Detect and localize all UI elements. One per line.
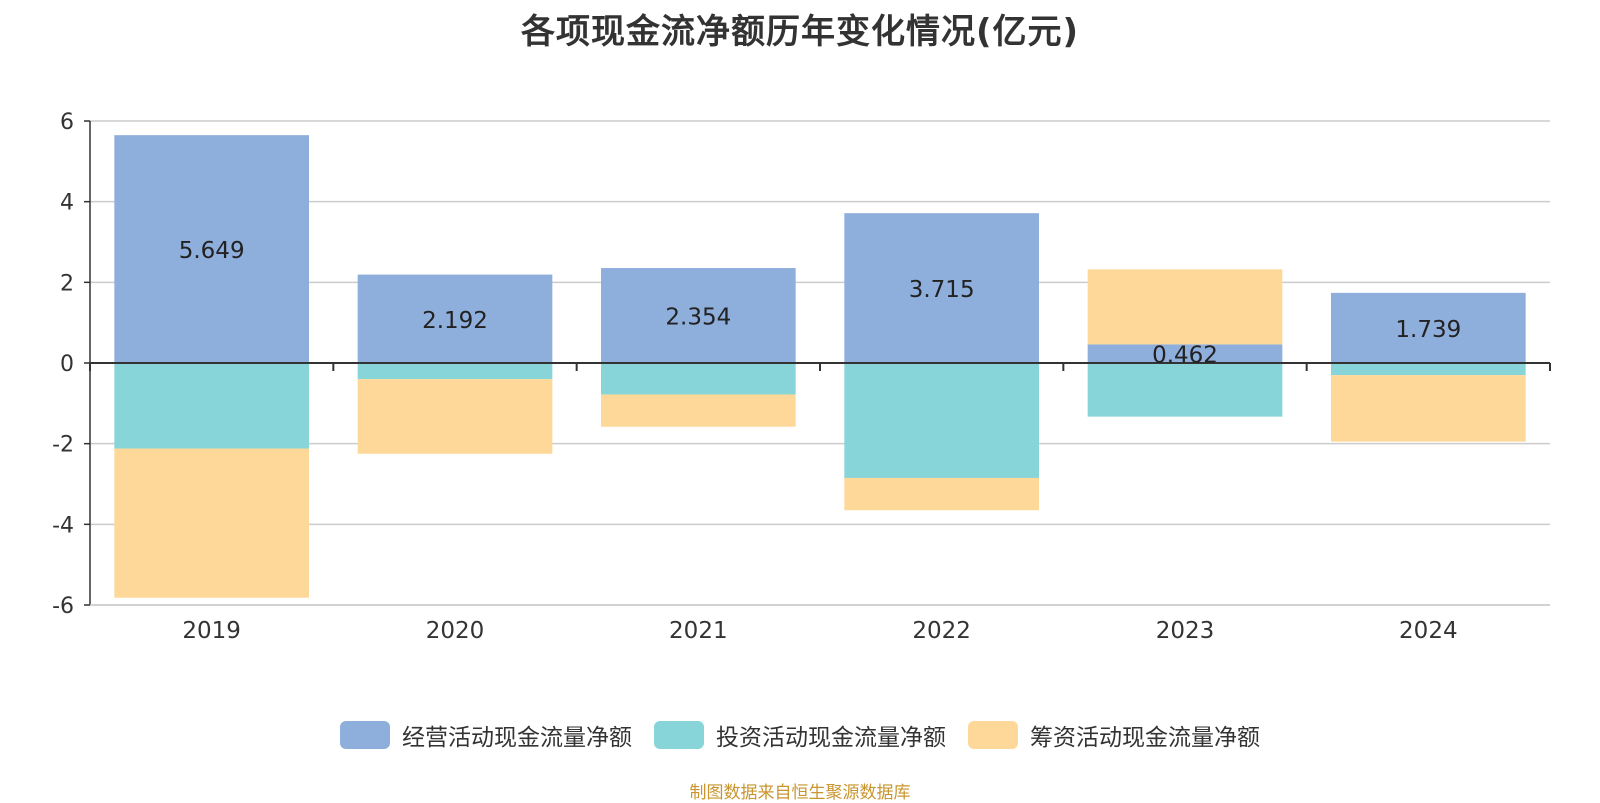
bar-investing-2024 <box>1331 363 1526 376</box>
x-tick-label: 2020 <box>426 618 485 644</box>
bar-financing-2021 <box>601 394 796 427</box>
bar-investing-2019 <box>114 363 309 449</box>
legend-item-operating[interactable]: 经营活动现金流量净额 <box>340 718 632 752</box>
y-tick-label: -2 <box>52 433 74 458</box>
bar-operating-2024 <box>1331 292 1526 363</box>
legend-swatch-investing <box>654 721 704 749</box>
bar-operating-2022 <box>844 213 1039 363</box>
bar-investing-2022 <box>844 363 1039 478</box>
data-label: 2.354 <box>665 305 731 331</box>
bar-operating-2021 <box>601 268 796 363</box>
bar-financing-2019 <box>114 448 309 598</box>
bar-financing-2020 <box>357 379 553 454</box>
legend-swatch-operating <box>340 721 390 749</box>
data-source-note: 制图数据来自恒生聚源数据库 <box>689 783 911 803</box>
bar-operating-2020 <box>357 274 553 363</box>
y-tick-label: 6 <box>60 110 74 135</box>
y-tick-label: -4 <box>52 513 74 538</box>
legend-label-investing: 投资活动现金流量净额 <box>716 725 946 751</box>
x-tick-label: 2021 <box>669 618 728 644</box>
data-label: 3.715 <box>909 277 975 303</box>
bar-operating-2019 <box>114 135 309 363</box>
data-label: 2.192 <box>422 308 488 334</box>
y-tick-label: 0 <box>60 352 74 377</box>
bar-operating-2023 <box>1087 344 1283 363</box>
x-tick-label: 2019 <box>182 618 241 644</box>
bar-financing-2022 <box>844 477 1039 511</box>
bar-investing-2020 <box>357 363 553 380</box>
bar-chart: 6 4 2 0 -2 -4 -6 2019 2020 2021 2022 2023 2024 5.649 2… <box>52 110 1551 644</box>
bar-investing-2023 <box>1087 363 1283 417</box>
legend-item-financing[interactable]: 筹资活动现金流量净额 <box>968 718 1260 752</box>
y-tick-label: -6 <box>52 594 74 619</box>
legend-swatch-financing <box>968 721 1018 749</box>
data-label: 0.462 <box>1152 343 1218 369</box>
data-label: 1.739 <box>1395 317 1461 343</box>
y-tick-label: 4 <box>60 191 74 216</box>
legend-label-operating: 经营活动现金流量净额 <box>402 725 632 751</box>
y-tick-label: 2 <box>60 271 74 296</box>
bar-investing-2021 <box>601 363 796 395</box>
data-label: 5.649 <box>179 238 245 264</box>
x-tick-label: 2024 <box>1399 618 1458 644</box>
chart-title: 各项现金流净额历年变化情况(亿元) <box>520 12 1080 52</box>
bar-financing-2023 <box>1087 269 1283 345</box>
bar-financing-2024 <box>1331 375 1526 442</box>
x-tick-label: 2023 <box>1156 618 1215 644</box>
legend-item-investing[interactable]: 投资活动现金流量净额 <box>654 718 946 752</box>
x-tick-label: 2022 <box>912 618 971 644</box>
legend: 经营活动现金流量净额 投资活动现金流量净额 筹资活动现金流量净额 <box>0 718 1600 752</box>
legend-label-financing: 筹资活动现金流量净额 <box>1030 725 1260 751</box>
